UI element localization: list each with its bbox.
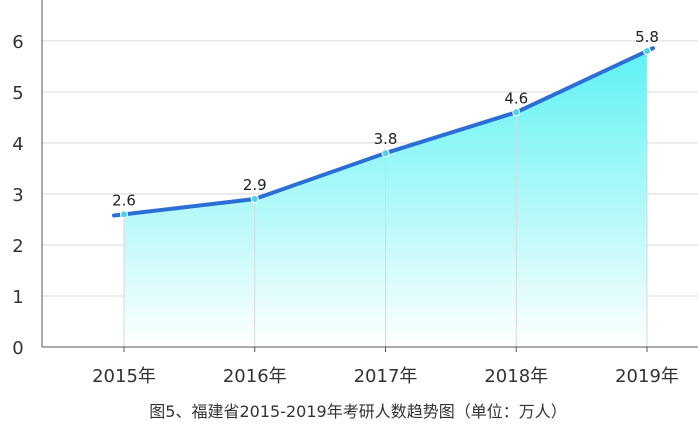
data-label: 4.6 [504,89,528,107]
data-label: 3.8 [374,130,398,148]
y-tick-label: 0 [12,338,23,359]
y-tick-label: 2 [12,236,23,257]
y-tick-label: 4 [12,134,23,155]
y-tick-label: 3 [12,185,23,206]
chart-title: 图5、福建省2015-2019年考研人数趋势图（单位：万人） [149,402,566,421]
data-label: 5.8 [635,28,659,46]
y-tick-label: 6 [12,32,23,53]
data-point [512,108,521,117]
x-tick-label: 2016年 [223,366,287,387]
x-tick-label: 2015年 [92,366,156,387]
data-point [643,47,651,56]
data-point [250,195,259,204]
x-grid-lines [123,51,648,347]
y-tick-label: 1 [12,287,23,308]
labels: 0 1 2 3 4 5 6 2.6 2015年 2.9 2016年 3.8 2017年 4.6 2018年 5… [12,28,679,387]
data-label: 2.6 [112,191,136,209]
x-tick-label: 2017年 [354,366,418,387]
y-tick-label: 5 [12,83,23,104]
x-tick-label: 2018年 [484,366,548,387]
markers [120,47,651,219]
data-point [381,149,390,158]
axes [41,0,698,352]
data-point [120,210,128,219]
x-tick-label: 2019年 [615,366,679,387]
data-label: 2.9 [243,176,267,194]
